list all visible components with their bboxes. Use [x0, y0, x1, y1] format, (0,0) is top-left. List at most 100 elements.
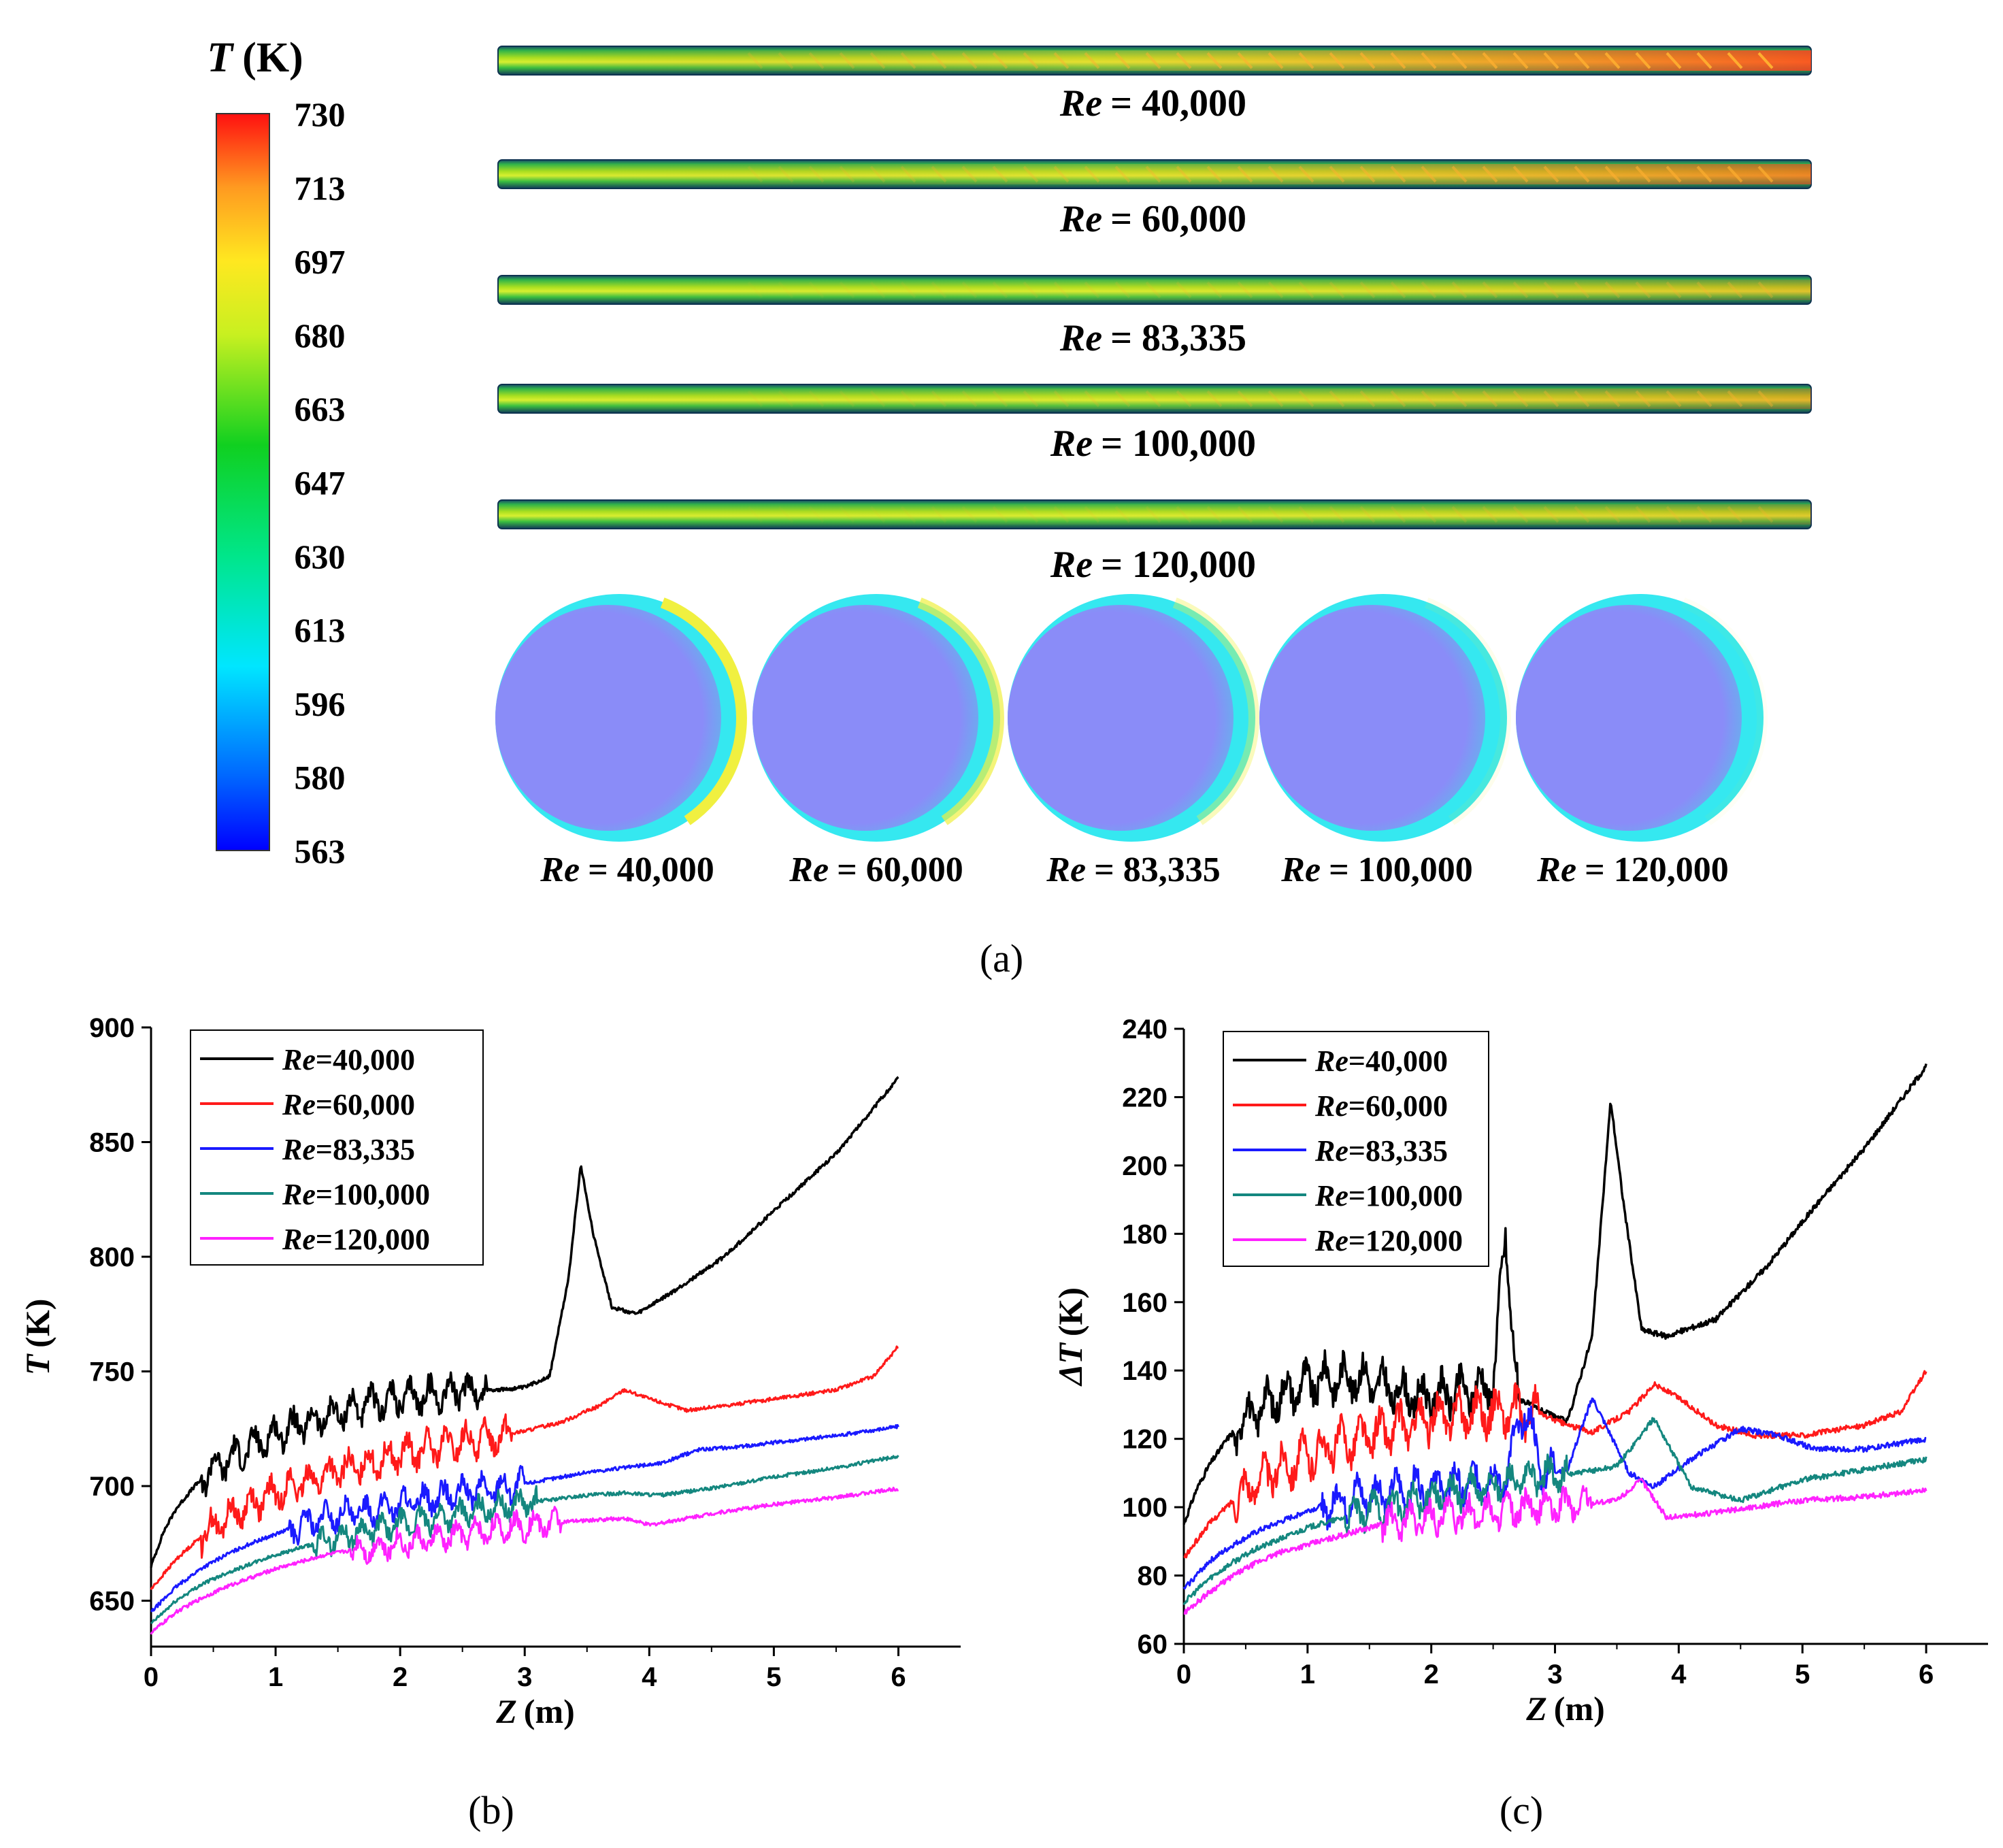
tube-streak [1268, 281, 1284, 299]
tube-streak [1696, 506, 1712, 523]
y-tick-label: 80 [1138, 1562, 1168, 1591]
legend-label: Re=120,000 [282, 1223, 430, 1256]
tube-streak [931, 165, 947, 183]
tube-streak [1482, 281, 1498, 299]
tube-streak [1114, 506, 1131, 523]
series-line-re120 [1183, 1478, 1927, 1615]
y-axis-label: ΔT(K) [1051, 1287, 1089, 1387]
colorbar-ticks: 730 713 697 680 663 647 630 613 596 580 563 [295, 95, 346, 870]
tube-streak [839, 165, 855, 183]
y-tick-label: 120 [1122, 1425, 1168, 1455]
tube-4 [497, 384, 1812, 414]
y-tick-label: 650 [89, 1587, 135, 1617]
tube-streak [992, 506, 1008, 523]
tube-streak [1268, 165, 1284, 183]
tube-streak [1023, 390, 1039, 408]
tube-streak [1574, 281, 1590, 299]
tube-streak [1666, 506, 1682, 523]
tube-streak [1757, 506, 1774, 523]
tube-streak [931, 52, 947, 69]
y-tick-label: 60 [1138, 1630, 1168, 1660]
series-line-re40 [150, 1076, 899, 1568]
tube-streak [1574, 506, 1590, 523]
tube-streak [808, 281, 825, 299]
tube-streak [1084, 390, 1100, 408]
tube-streak [1574, 390, 1590, 408]
x-tick-label: 2 [1424, 1660, 1439, 1689]
y-tick-label: 750 [89, 1357, 135, 1387]
section-core [1259, 605, 1485, 831]
legend-label: Re=40,000 [282, 1043, 415, 1076]
tube-streak [839, 52, 855, 69]
series-line-re60 [150, 1345, 899, 1590]
x-tick-label: 5 [766, 1662, 781, 1692]
tube-streak [1666, 390, 1682, 408]
tube-streak [1421, 52, 1437, 69]
tube-streak [992, 390, 1008, 408]
tube-streak [1604, 281, 1621, 299]
panel-label-c: (c) [1500, 1788, 1543, 1832]
colorbar-gradient [216, 113, 270, 851]
tube-streak [1757, 390, 1774, 408]
tube-streak [1757, 165, 1774, 183]
tube-streak [1635, 52, 1651, 69]
tube-streak [1421, 390, 1437, 408]
section-hot-band [917, 597, 1004, 825]
tube-streak [1206, 165, 1223, 183]
tube-streak [1451, 52, 1468, 69]
section-hot-band [1172, 597, 1259, 825]
tube-streak [870, 506, 886, 523]
x-tick-label: 5 [1795, 1660, 1810, 1689]
series-line-re100 [1182, 1417, 1927, 1606]
series-line-re83 [1182, 1397, 1927, 1590]
legend-label: Re=40,000 [1314, 1044, 1448, 1078]
legend-label: Re=60,000 [1314, 1089, 1448, 1123]
tube-streak [1023, 52, 1039, 69]
tube-streak [1635, 506, 1651, 523]
tube-streak [808, 52, 825, 69]
tube-streak [1298, 390, 1314, 408]
colorbar-tick-label: 596 [295, 684, 346, 723]
tube-streak [1023, 506, 1039, 523]
tube-streak [1727, 52, 1743, 69]
tube-5 [497, 499, 1812, 529]
tube-streak [992, 52, 1008, 69]
colorbar-tick-label: 713 [295, 169, 346, 207]
chart-b-temperature: 0 1 2 3 4 5 6 650 700 750 800 850 900 Z (m) T(K) Re=40,0… [18, 1013, 961, 1730]
tube-streak [931, 506, 947, 523]
tube-streak [1421, 165, 1437, 183]
tube-streak [1696, 390, 1712, 408]
section-hot-band [1424, 597, 1511, 825]
colorbar-tick-label: 580 [295, 759, 346, 797]
tube-streak [1145, 52, 1161, 69]
tube-streak [839, 281, 855, 299]
tube-streak [839, 390, 855, 408]
tube-streak [1176, 390, 1192, 408]
tube-streak [1666, 165, 1682, 183]
section-core [1516, 605, 1742, 831]
tube-streak [1512, 165, 1529, 183]
tube-streak [870, 390, 886, 408]
x-tick-label: 2 [393, 1662, 408, 1692]
tube-streak [747, 165, 763, 183]
section-label: Re = 60,000 [789, 851, 963, 889]
tube-streak [1635, 281, 1651, 299]
tube-hot-region [498, 164, 1811, 184]
y-tick-label: 200 [1122, 1151, 1168, 1181]
tube-streak [1543, 165, 1559, 183]
tube-streak [747, 52, 763, 69]
y-tick-label: 100 [1122, 1493, 1168, 1523]
tube-streak [747, 281, 763, 299]
tube-streak [1421, 281, 1437, 299]
tube-streak [1696, 52, 1712, 69]
series-line-re120 [150, 1487, 899, 1635]
tube-streak [961, 281, 978, 299]
tube-2 [497, 159, 1812, 189]
tube-streak [1421, 506, 1437, 523]
colorbar-tick-label: 663 [295, 390, 346, 428]
tube-streak [1298, 165, 1314, 183]
tube-streak [1053, 165, 1070, 183]
tube-streak [1176, 506, 1192, 523]
tube-label: Re = 100,000 [1050, 423, 1256, 465]
tube-streak [1329, 506, 1345, 523]
